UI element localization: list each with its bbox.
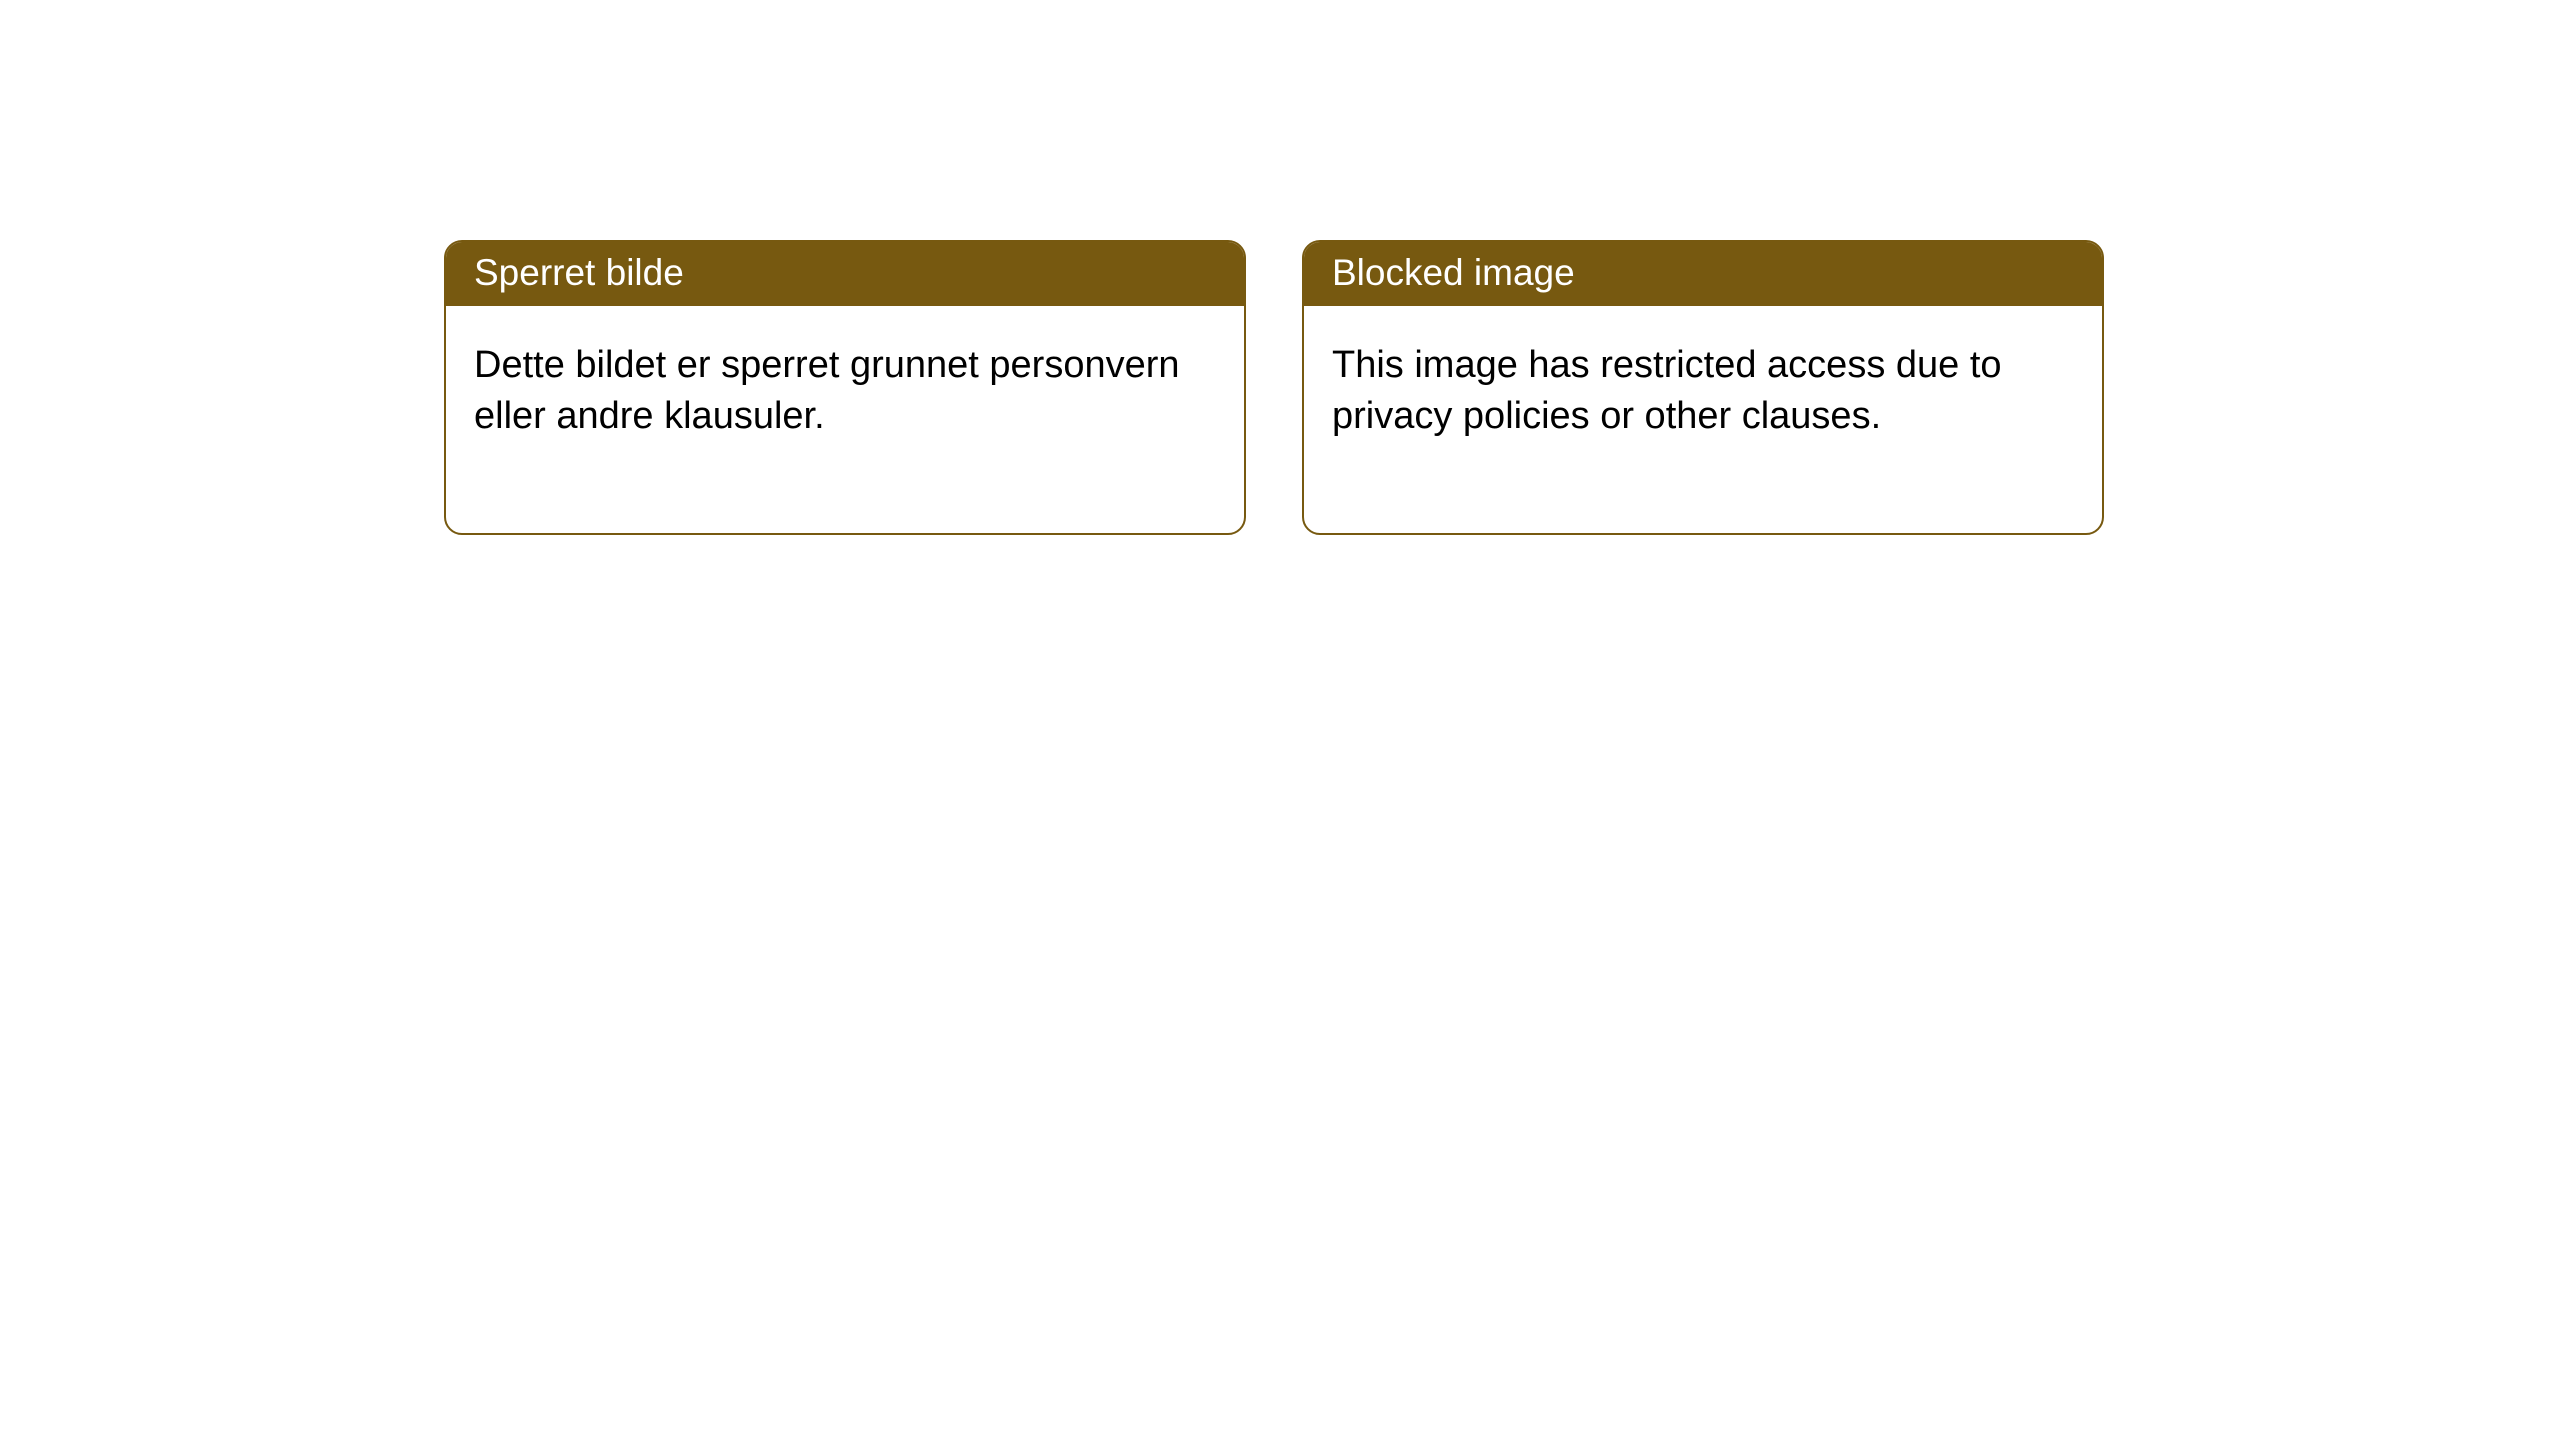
card-header: Blocked image xyxy=(1304,242,2102,306)
card-header: Sperret bilde xyxy=(446,242,1244,306)
blocked-image-card-no: Sperret bilde Dette bildet er sperret gr… xyxy=(444,240,1246,535)
blocked-image-card-en: Blocked image This image has restricted … xyxy=(1302,240,2104,535)
card-body: Dette bildet er sperret grunnet personve… xyxy=(446,306,1244,533)
cards-row: Sperret bilde Dette bildet er sperret gr… xyxy=(0,0,2560,535)
card-body: This image has restricted access due to … xyxy=(1304,306,2102,533)
